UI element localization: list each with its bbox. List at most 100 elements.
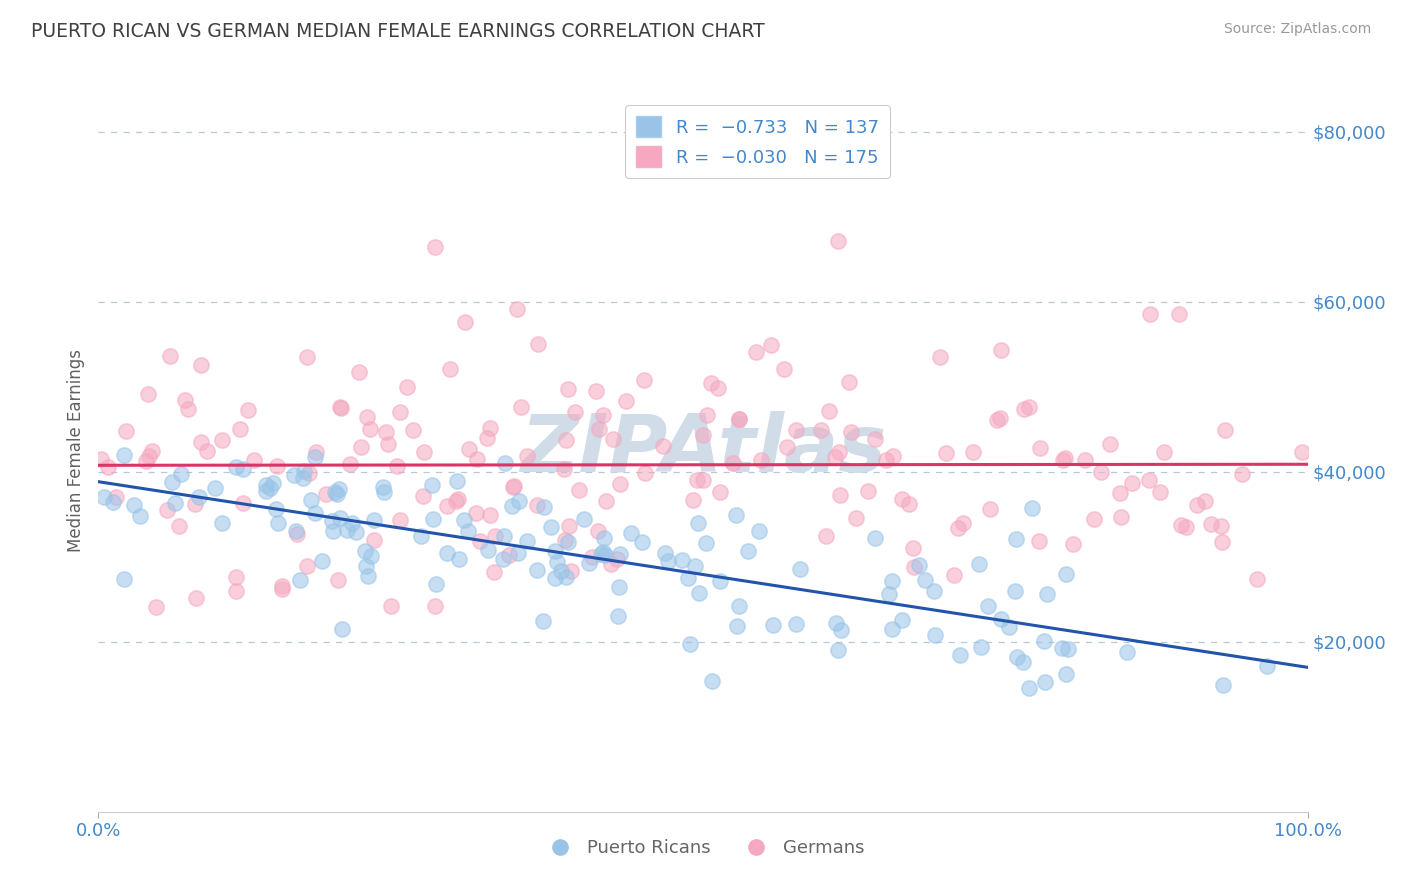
Point [606, 552, 628, 566]
Legend: Puerto Ricans, Germans: Puerto Ricans, Germans [534, 831, 872, 864]
Point [90, 451, 112, 466]
Point [105, 490, 128, 504]
Point [554, 434, 576, 448]
Point [186, 591, 208, 606]
Point [776, 441, 799, 455]
Point [1212, 678, 1234, 692]
Point [353, 543, 375, 558]
Point [572, 512, 595, 526]
Point [699, 376, 721, 391]
Point [725, 619, 748, 633]
Point [728, 412, 751, 426]
Point [1115, 645, 1137, 659]
Point [785, 423, 807, 437]
Point [510, 400, 533, 414]
Point [503, 479, 526, 493]
Point [259, 482, 281, 496]
Point [877, 587, 900, 601]
Point [190, 359, 212, 373]
Point [188, 490, 211, 504]
Point [447, 492, 470, 507]
Point [606, 608, 628, 623]
Point [145, 600, 167, 615]
Point [287, 526, 309, 541]
Point [492, 552, 515, 566]
Point [401, 423, 423, 437]
Point [830, 623, 852, 637]
Point [328, 482, 350, 496]
Text: ZIPAtlas: ZIPAtlas [520, 411, 886, 490]
Point [724, 508, 747, 523]
Point [585, 384, 607, 398]
Point [162, 475, 184, 489]
Point [1021, 501, 1043, 516]
Point [946, 520, 969, 534]
Point [321, 514, 343, 528]
Point [468, 533, 491, 548]
Point [326, 487, 349, 501]
Point [494, 456, 516, 470]
Point [385, 458, 408, 473]
Point [115, 424, 138, 438]
Point [492, 529, 515, 543]
Point [336, 524, 359, 538]
Point [413, 445, 436, 459]
Point [329, 511, 352, 525]
Point [165, 496, 187, 510]
Point [478, 421, 501, 435]
Point [749, 453, 772, 467]
Point [620, 526, 643, 541]
Point [329, 401, 352, 416]
Point [377, 437, 399, 451]
Point [609, 476, 631, 491]
Point [371, 480, 394, 494]
Point [228, 422, 250, 436]
Point [814, 529, 837, 543]
Point [845, 510, 868, 524]
Point [356, 558, 378, 573]
Point [97, 460, 120, 475]
Point [101, 495, 124, 509]
Point [360, 549, 382, 563]
Point [315, 487, 337, 501]
Point [457, 524, 479, 538]
Point [1149, 485, 1171, 500]
Point [1054, 567, 1077, 582]
Point [882, 449, 904, 463]
Point [1211, 535, 1233, 549]
Point [967, 557, 990, 571]
Point [1028, 441, 1050, 455]
Point [654, 546, 676, 560]
Point [225, 460, 247, 475]
Point [748, 524, 770, 538]
Point [232, 496, 254, 510]
Point [1036, 586, 1059, 600]
Point [990, 611, 1012, 625]
Point [533, 500, 555, 514]
Point [135, 454, 157, 468]
Point [865, 531, 887, 545]
Point [422, 512, 444, 526]
Point [446, 475, 468, 489]
Point [501, 499, 523, 513]
Point [1153, 445, 1175, 459]
Point [254, 484, 277, 499]
Point [903, 559, 925, 574]
Point [828, 445, 851, 459]
Point [952, 516, 974, 531]
Point [1007, 650, 1029, 665]
Point [436, 546, 458, 560]
Point [557, 382, 579, 396]
Point [692, 428, 714, 442]
Point [686, 474, 709, 488]
Point [1050, 640, 1073, 655]
Point [882, 574, 904, 588]
Point [568, 483, 591, 497]
Point [1062, 537, 1084, 551]
Point [986, 413, 1008, 427]
Point [288, 573, 311, 587]
Point [1033, 674, 1056, 689]
Point [232, 462, 254, 476]
Point [526, 498, 548, 512]
Point [810, 423, 832, 437]
